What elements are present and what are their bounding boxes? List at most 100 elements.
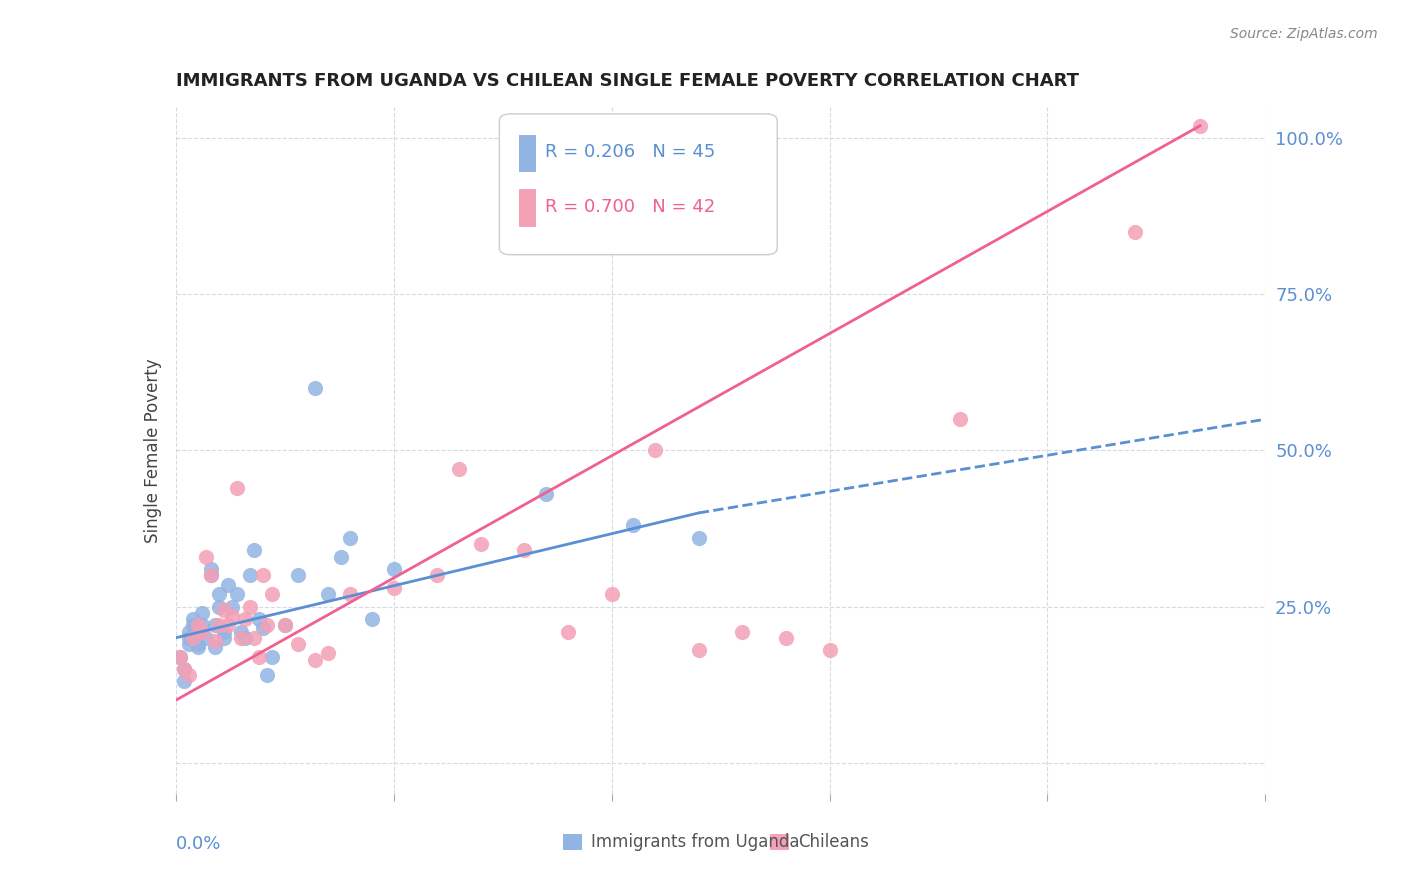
Point (221, 599, 243, 614)
Point (330, 549, 353, 564)
Point (212, 603, 235, 617)
Point (177, 637, 200, 651)
Text: Source: ZipAtlas.com: Source: ZipAtlas.com (1230, 27, 1378, 41)
Point (186, 624, 209, 639)
Point (195, 631, 218, 645)
Point (557, 624, 579, 639)
Point (256, 668, 278, 682)
Point (318, 587, 340, 601)
Point (217, 618, 239, 632)
Point (1123, 225, 1146, 239)
Point (208, 599, 231, 614)
Point (212, 631, 235, 645)
Point (225, 587, 247, 601)
Point (243, 543, 266, 558)
Point (186, 640, 209, 655)
Text: R = 0.700   N = 42: R = 0.700 N = 42 (546, 198, 716, 216)
Point (688, 531, 710, 545)
Point (260, 587, 283, 601)
Point (247, 612, 270, 626)
Point (688, 643, 710, 657)
Point (382, 562, 405, 576)
Point (217, 578, 239, 592)
Point (239, 568, 262, 582)
Point (775, 631, 797, 645)
Point (252, 621, 274, 635)
Point (221, 609, 243, 624)
Point (274, 618, 297, 632)
Text: Chileans: Chileans (799, 833, 869, 851)
Point (339, 531, 361, 545)
Point (181, 631, 204, 645)
Point (447, 462, 470, 476)
Point (181, 618, 204, 632)
Bar (769, 834, 789, 849)
Point (204, 640, 226, 655)
Text: IMMIGRANTS FROM UGANDA VS CHILEAN SINGLE FEMALE POVERTY CORRELATION CHART: IMMIGRANTS FROM UGANDA VS CHILEAN SINGLE… (176, 72, 1078, 90)
Text: Immigrants from Uganda: Immigrants from Uganda (591, 833, 800, 851)
Point (195, 549, 218, 564)
Point (186, 637, 209, 651)
Point (247, 649, 270, 664)
Point (204, 633, 226, 648)
Point (339, 587, 361, 601)
Point (173, 662, 195, 676)
Point (191, 606, 214, 620)
Point (600, 587, 623, 601)
Point (731, 624, 754, 639)
Point (513, 543, 536, 558)
Point (169, 649, 191, 664)
Point (256, 618, 278, 632)
Point (200, 562, 222, 576)
Point (231, 631, 253, 645)
Point (177, 631, 200, 645)
Point (818, 643, 841, 657)
Text: 0.0%: 0.0% (176, 835, 221, 853)
Y-axis label: Single Female Poverty: Single Female Poverty (143, 359, 162, 542)
Point (181, 612, 204, 626)
Point (235, 612, 257, 626)
Bar (519, 135, 537, 172)
Point (621, 518, 644, 533)
Point (177, 668, 200, 682)
Point (181, 631, 204, 645)
Point (287, 637, 309, 651)
Point (243, 631, 266, 645)
Point (260, 649, 283, 664)
Point (177, 624, 200, 639)
Point (382, 581, 405, 595)
Point (318, 646, 340, 660)
Point (287, 568, 309, 582)
Point (200, 568, 222, 582)
Bar (519, 189, 537, 227)
Point (239, 599, 262, 614)
Point (252, 568, 274, 582)
Point (235, 631, 257, 645)
Point (173, 662, 195, 676)
Point (470, 537, 492, 551)
FancyBboxPatch shape (499, 114, 778, 255)
Point (1189, 119, 1212, 133)
Point (169, 649, 191, 664)
Point (274, 618, 297, 632)
Point (949, 412, 972, 426)
Point (304, 653, 326, 667)
Point (204, 618, 226, 632)
Point (200, 568, 222, 582)
Point (225, 481, 247, 495)
Point (426, 568, 449, 582)
Point (644, 443, 666, 458)
Point (231, 624, 253, 639)
Point (186, 618, 209, 632)
Point (191, 624, 214, 639)
Point (191, 618, 214, 632)
Point (360, 612, 382, 626)
Point (173, 674, 195, 689)
Point (208, 587, 231, 601)
Point (208, 618, 231, 632)
Bar (562, 834, 582, 849)
Point (212, 624, 235, 639)
Point (304, 381, 326, 395)
Text: R = 0.206   N = 45: R = 0.206 N = 45 (546, 143, 716, 161)
Point (534, 487, 557, 501)
